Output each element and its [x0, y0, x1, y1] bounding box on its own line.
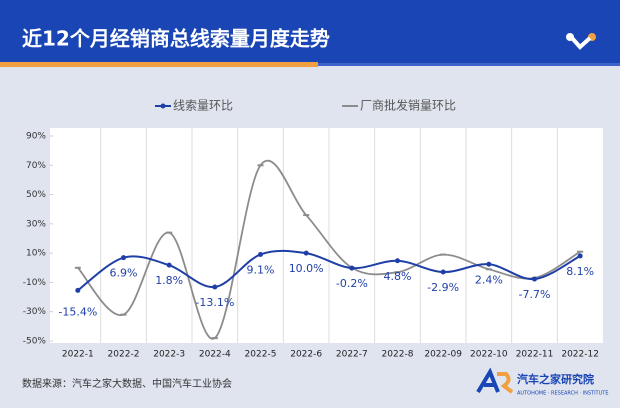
- value-label: -0.2%: [336, 277, 368, 290]
- x-tick-label: 2022-8: [382, 350, 414, 360]
- value-label: 6.9%: [110, 267, 138, 280]
- plot-area: [50, 128, 603, 343]
- y-tick-label: 10%: [26, 249, 46, 259]
- x-tick-label: 2022-12: [561, 350, 599, 360]
- point: [212, 284, 218, 290]
- point: [395, 258, 400, 264]
- point: [303, 214, 310, 217]
- point: [394, 271, 401, 274]
- point: [577, 253, 583, 259]
- x-tick-label: 2022-3: [153, 350, 185, 360]
- x-tick-label: 2022-11: [516, 350, 554, 360]
- brand-tagline: AUTOHOME · RESEARCH · INSTITUTE: [517, 391, 608, 397]
- series-line: [77, 249, 581, 292]
- x-tick-label: 2022-2: [108, 350, 140, 360]
- x-tick-label: 2022-10: [470, 350, 508, 360]
- value-label: -2.9%: [427, 281, 459, 294]
- point: [303, 250, 309, 256]
- value-label: 2.4%: [475, 273, 503, 286]
- legend-marker: [347, 105, 353, 107]
- y-tick-label: 70%: [26, 161, 46, 171]
- point: [211, 337, 218, 340]
- point: [120, 313, 127, 316]
- y-tick-label: -30%: [23, 307, 47, 317]
- value-label: 4.8%: [384, 270, 412, 283]
- point: [166, 262, 172, 268]
- value-label: 9.1%: [247, 263, 275, 276]
- point: [440, 269, 446, 275]
- point: [577, 250, 584, 253]
- x-tick-label: 2022-1: [62, 350, 94, 360]
- y-tick-label: -10%: [23, 278, 47, 288]
- legend-marker: [160, 103, 166, 109]
- header-accent: [0, 62, 318, 67]
- y-tick-label: 90%: [26, 132, 46, 142]
- brand-logo: [476, 367, 514, 394]
- source-note: 数据来源：汽车之家大数据、中国汽车工业协会: [22, 377, 232, 390]
- header-band: [0, 0, 620, 64]
- point: [75, 287, 81, 293]
- point: [532, 276, 537, 282]
- point: [166, 231, 173, 234]
- value-label: 8.1%: [566, 265, 594, 278]
- point: [74, 266, 81, 269]
- value-label: -13.1%: [195, 296, 234, 309]
- x-tick-label: 2022-4: [199, 350, 231, 360]
- legend-label: 厂商批发销量环比: [360, 98, 456, 113]
- value-label: -15.4%: [58, 305, 97, 318]
- chart-title: 近12个月经销商总线索量月度走势: [22, 27, 330, 51]
- brand-name: 汽车之家研究院: [517, 372, 594, 386]
- value-label: -7.7%: [519, 288, 551, 301]
- x-tick-label: 2022-09: [424, 350, 462, 360]
- point: [486, 261, 492, 267]
- header-line: [318, 63, 620, 66]
- value-label: 1.8%: [155, 274, 183, 287]
- point: [349, 265, 355, 271]
- point: [257, 164, 264, 167]
- y-tick-label: 30%: [26, 219, 46, 229]
- y-tick-label: -50%: [23, 337, 47, 347]
- y-tick-label: 50%: [26, 190, 46, 200]
- x-tick-label: 2022-7: [336, 350, 368, 360]
- point: [440, 253, 447, 256]
- point: [121, 255, 126, 261]
- point: [485, 268, 492, 271]
- value-label: 10.0%: [289, 262, 324, 275]
- point: [258, 251, 263, 257]
- legend-label: 线索量环比: [173, 99, 233, 113]
- x-tick-label: 2022-5: [245, 350, 277, 360]
- x-tick-label: 2022-6: [290, 350, 322, 360]
- logo: [566, 33, 596, 50]
